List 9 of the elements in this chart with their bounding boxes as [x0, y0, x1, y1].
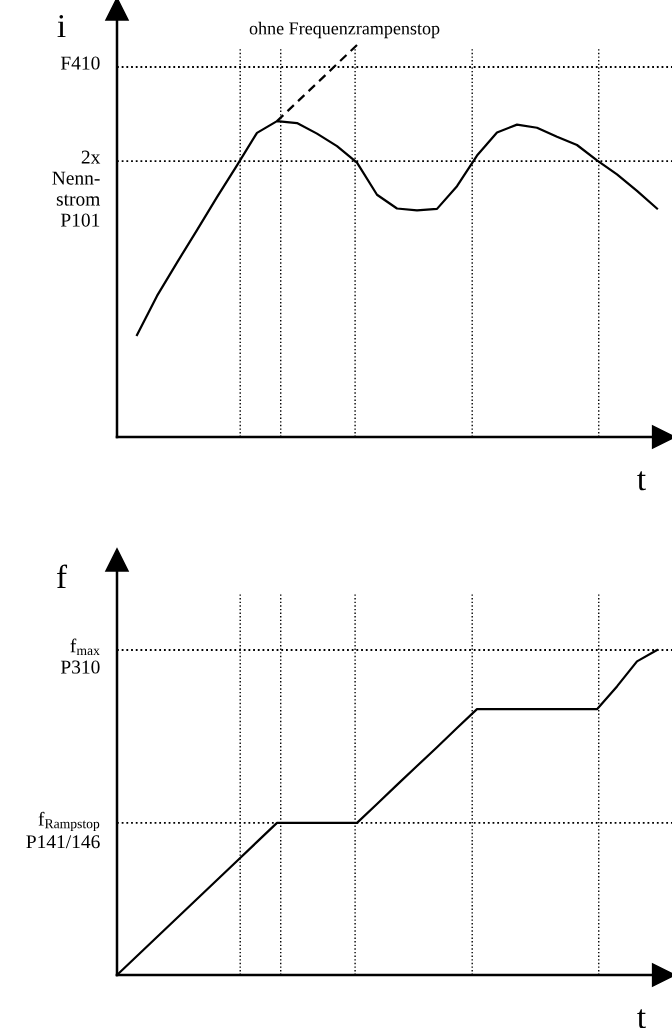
- y-axis-title: i: [57, 14, 66, 38]
- ref-line-label: 2x Nenn- strom P101: [52, 150, 101, 227]
- ref-line-label: f$_{max}$ P310: [60, 638, 100, 674]
- y-axis-title: f: [56, 564, 68, 589]
- ref-line-label: F410: [60, 56, 100, 70]
- text: ohne Frequenzrampenstop: [249, 21, 440, 39]
- x-axis-title: t: [637, 1009, 646, 1028]
- x-axis-title: t: [637, 471, 646, 491]
- ref-line-label: f$_{Rampstop}$ P141/146: [26, 811, 100, 849]
